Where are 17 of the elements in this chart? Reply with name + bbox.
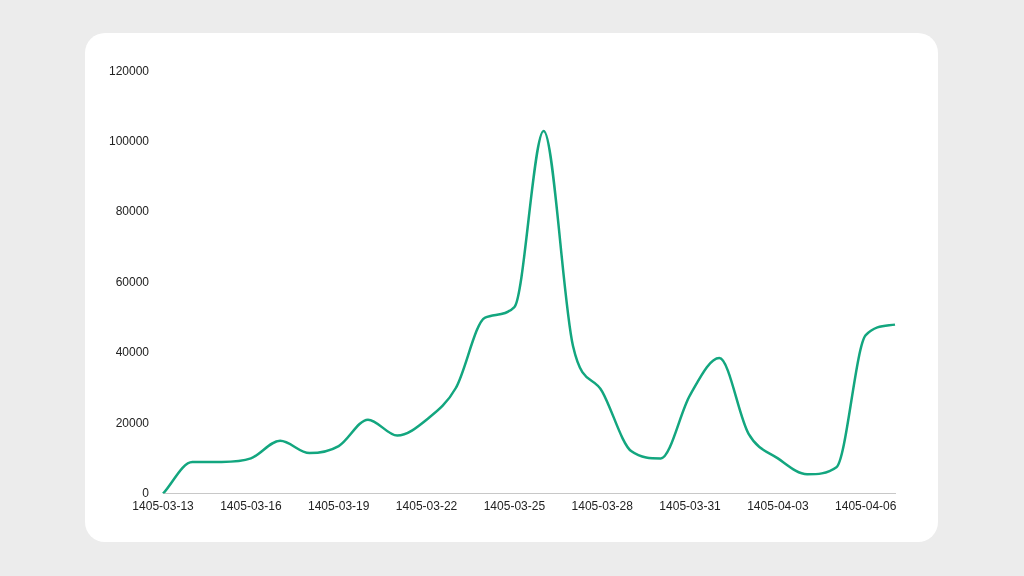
y-tick-label: 20000 (115, 415, 150, 430)
y-tick-label: 120000 (109, 63, 150, 78)
x-tick-label: 1405-03-28 (571, 499, 634, 514)
y-tick-label: 60000 (115, 274, 150, 289)
y-tick-label: 40000 (115, 345, 150, 360)
y-tick-label: 80000 (115, 204, 150, 219)
y-tick-label: 0 (142, 485, 150, 500)
x-tick-label: 1405-04-03 (747, 499, 809, 514)
x-tick-label: 1405-03-13 (132, 499, 195, 514)
x-tick-label: 1405-04-06 (835, 499, 897, 514)
x-tick-label: 1405-03-25 (483, 499, 546, 514)
x-tick-label: 1405-03-31 (659, 499, 722, 514)
x-tick-label: 1405-03-19 (308, 499, 370, 514)
x-tick-label: 1405-03-16 (220, 499, 282, 514)
x-tick-label: 1405-03-22 (395, 499, 458, 514)
y-tick-label: 100000 (109, 133, 150, 148)
line-series (161, 129, 897, 494)
